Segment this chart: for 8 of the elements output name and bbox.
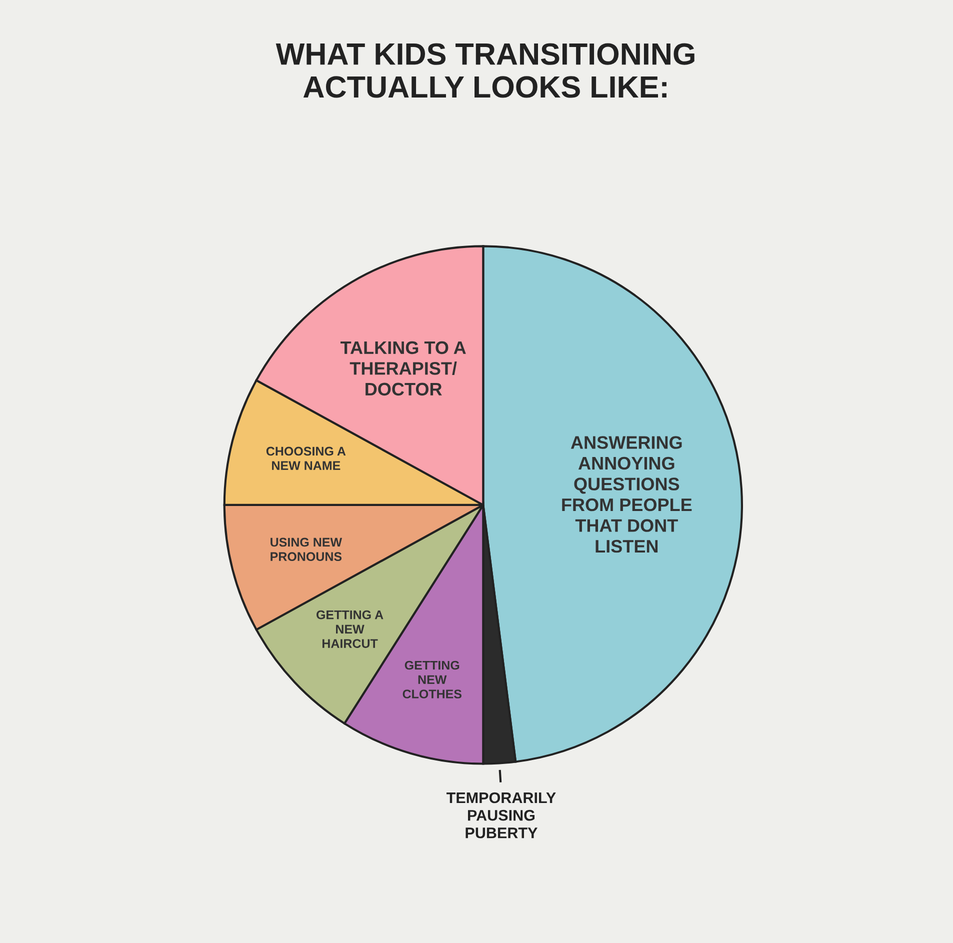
slice-label: TEMPORARILY PAUSING PUBERTY [446, 792, 556, 838]
slice-label: ANSWERING ANNOYING QUESTIONS FROM PEOPLE THAT DONT LISTEN [562, 436, 692, 553]
slice-label: GETTING A NEW HAIRCUT [316, 610, 384, 648]
slice-label: CHOOSING A NEW NAME [266, 446, 346, 470]
slice-label: GETTING NEW CLOTHES [402, 660, 462, 698]
slice-label: TALKING TO A THERAPIST/ DOCTOR [340, 341, 466, 396]
chart-title: WHAT KIDS TRANSITIONING ACTUALLY LOOKS LIKE: [276, 43, 694, 98]
slice-label: USING NEW PRONOUNS [270, 538, 342, 562]
